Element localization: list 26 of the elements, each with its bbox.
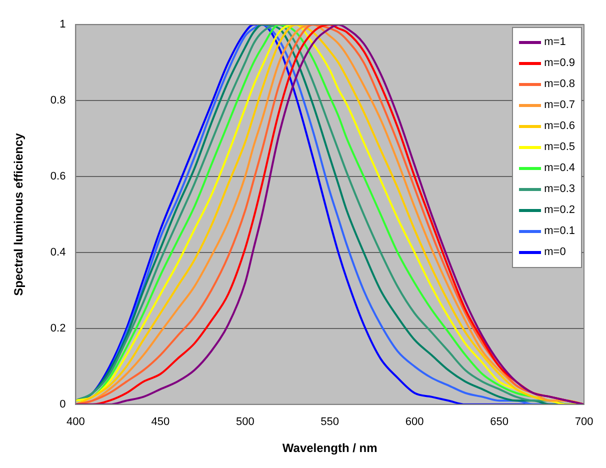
y-tick-label: 1 xyxy=(60,18,66,31)
legend-label: m=0.7 xyxy=(544,99,575,112)
x-tick-label: 500 xyxy=(236,416,254,428)
legend-label: m=0 xyxy=(544,246,566,258)
legend-label: m=0.8 xyxy=(544,78,575,90)
legend-label: m=1 xyxy=(544,36,566,48)
y-tick-label: 0.8 xyxy=(50,94,66,107)
x-axis-title: Wavelength / nm xyxy=(282,441,378,456)
y-tick-label: 0.2 xyxy=(50,322,66,334)
x-tick-label: 400 xyxy=(66,416,85,428)
x-tick-label: 650 xyxy=(490,416,508,428)
legend-label: m=0.2 xyxy=(544,204,575,216)
legend-label: m=0.6 xyxy=(544,120,575,132)
x-tick-label: 450 xyxy=(151,416,170,428)
y-tick-label: 0.6 xyxy=(50,170,66,183)
legend-label: m=0.9 xyxy=(544,57,575,70)
legend-label: m=0.3 xyxy=(544,183,575,196)
legend-label: m=0.4 xyxy=(544,162,575,174)
x-tick-label: 600 xyxy=(405,416,424,428)
x-tick-label: 700 xyxy=(574,416,594,428)
y-tick-label: 0.4 xyxy=(50,246,66,259)
y-tick-label: 0 xyxy=(60,398,66,410)
legend-label: m=0.5 xyxy=(544,141,575,154)
x-tick-label: 550 xyxy=(320,416,340,428)
legend-label: m=0.1 xyxy=(544,225,575,238)
y-axis-title: Spectral luminous efficiency xyxy=(12,132,26,296)
